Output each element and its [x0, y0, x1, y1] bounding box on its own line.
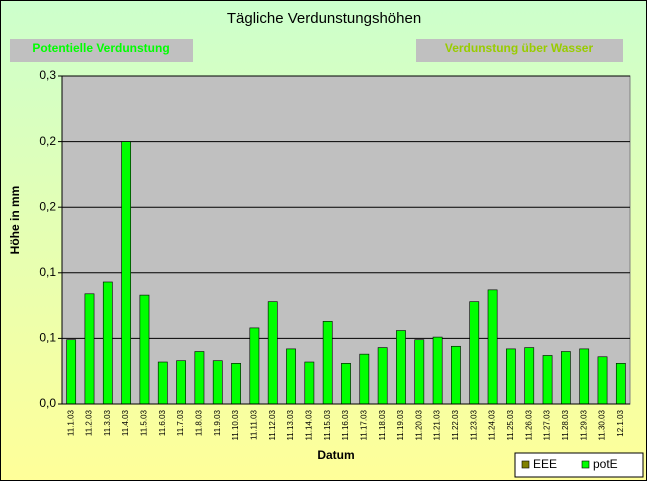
x-tick-label: 11.25.03 — [506, 409, 515, 440]
x-tick-label: 11.16.03 — [341, 409, 350, 440]
bar — [615, 363, 626, 405]
y-tick-label: 0,1 — [39, 331, 56, 345]
annotation-box — [416, 39, 623, 62]
y-tick-label: 0,0 — [39, 396, 56, 410]
legend-label: EEE — [533, 457, 557, 471]
bar — [66, 339, 77, 405]
x-tick-label: 11.4.03 — [121, 409, 130, 436]
annotation-box — [10, 39, 193, 62]
bar — [579, 348, 590, 405]
x-tick-label: 11.1.03 — [66, 409, 75, 436]
bar — [469, 301, 480, 405]
x-tick-label: 11.6.03 — [158, 409, 167, 436]
bar — [322, 321, 333, 405]
bar — [267, 301, 278, 405]
x-tick-label: 11.5.03 — [140, 409, 149, 436]
bar — [560, 351, 571, 405]
plot-area — [61, 75, 631, 405]
bar — [396, 330, 406, 405]
x-tick-label: 11.12.03 — [268, 409, 277, 440]
y-tick-label: 0,2 — [39, 199, 56, 213]
x-tick-label: 11.8.03 — [195, 409, 204, 436]
x-tick-label: 11.29.03 — [579, 409, 588, 440]
bar — [249, 327, 260, 405]
bar — [377, 347, 388, 405]
x-tick-label: 11.28.03 — [561, 409, 570, 440]
x-tick-label: 11.10.03 — [231, 409, 240, 440]
legend-label: potE — [593, 457, 618, 471]
x-axis-label: Datum — [317, 448, 354, 462]
x-tick-label: 11.21.03 — [433, 409, 442, 440]
bar — [542, 355, 553, 405]
x-tick-label: 11.20.03 — [414, 409, 423, 440]
annotation: Potentielle Verdunstung — [32, 41, 169, 55]
x-tick-label: 11.7.03 — [176, 409, 185, 436]
x-tick-label: 12.1.03 — [616, 409, 625, 436]
x-tick-label: 11.13.03 — [286, 409, 295, 440]
bar — [139, 294, 150, 405]
legend-swatch — [521, 460, 530, 469]
y-tick-label: 0,3 — [39, 68, 56, 82]
bar — [157, 361, 168, 405]
x-tick-label: 11.22.03 — [451, 409, 460, 440]
bar — [231, 363, 241, 405]
x-tick-label: 11.15.03 — [323, 409, 332, 440]
y-tick-label: 0,1 — [39, 265, 56, 279]
bar — [359, 353, 370, 405]
bar — [176, 360, 186, 405]
legend — [514, 452, 644, 478]
legend-swatch — [581, 460, 590, 469]
x-tick-label: 11.24.03 — [488, 409, 497, 440]
chart-title: Tägliche Verdunstungshöhen — [227, 10, 421, 27]
bar — [304, 361, 315, 405]
bar — [194, 351, 205, 405]
x-tick-label: 11.17.03 — [359, 409, 368, 440]
x-tick-label: 11.2.03 — [85, 409, 94, 436]
x-tick-label: 11.19.03 — [396, 409, 405, 440]
bar — [597, 356, 608, 405]
y-tick-label: 0,2 — [39, 134, 56, 148]
bar — [121, 141, 132, 405]
bar — [524, 347, 535, 405]
bar — [84, 293, 95, 405]
bar — [341, 363, 351, 405]
x-tick-label: 11.26.03 — [524, 409, 533, 440]
x-tick-label: 11.18.03 — [378, 409, 387, 440]
x-tick-label: 11.9.03 — [213, 409, 222, 436]
bar — [414, 339, 425, 405]
x-tick-label: 11.14.03 — [304, 409, 313, 440]
bar — [451, 345, 461, 405]
bar — [212, 360, 223, 405]
bar — [102, 281, 113, 405]
bar — [487, 289, 498, 405]
x-tick-label: 11.11.03 — [249, 409, 258, 440]
y-axis-label: Höhe in mm — [8, 186, 22, 255]
x-tick-label: 11.27.03 — [543, 409, 552, 440]
x-tick-label: 11.30.03 — [598, 409, 607, 440]
bar — [286, 348, 296, 405]
x-tick-label: 11.3.03 — [103, 409, 112, 436]
x-tick-label: 11.23.03 — [469, 409, 478, 440]
bar — [432, 336, 443, 405]
annotation: Verdunstung über Wasser — [445, 41, 594, 55]
bar — [506, 348, 516, 405]
